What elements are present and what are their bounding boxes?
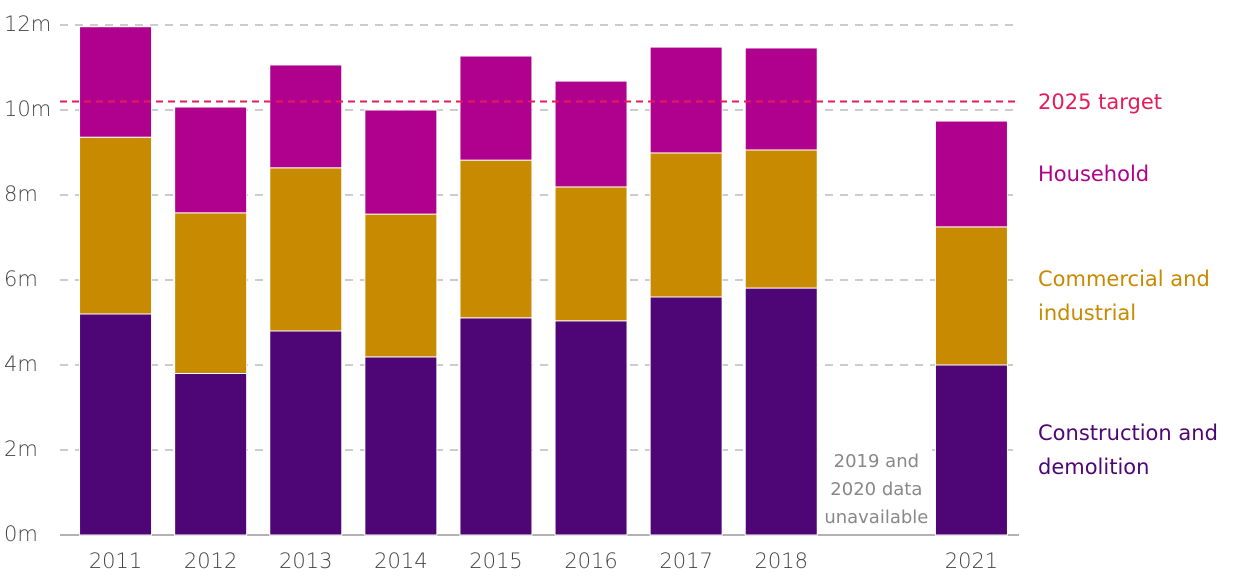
x-tick-label: 2013 (279, 549, 332, 573)
y-tick-label: 4m (4, 352, 38, 376)
bar-segment (174, 212, 248, 374)
bar-segment (269, 167, 343, 332)
annotation: 2019 and 2020 data unavailable (820, 448, 933, 532)
bar-segment (364, 109, 438, 215)
bar-segment (79, 313, 153, 536)
x-tick-label: 2012 (184, 549, 237, 573)
bar-segment (269, 64, 343, 169)
legend-label: Commercial and industrial (1038, 266, 1210, 325)
x-tick-label: 2014 (374, 549, 427, 573)
x-tick-label: 2015 (469, 549, 522, 573)
bar-segment (744, 149, 818, 289)
x-tick-label: 2021 (945, 549, 998, 573)
bar-segment (649, 46, 723, 154)
x-tick-label: 2011 (89, 549, 142, 573)
bar-segment (174, 106, 248, 214)
bar-segment (934, 364, 1008, 536)
bar-segment (554, 80, 628, 188)
bar-segment (649, 152, 723, 298)
legend-label: Household (1038, 161, 1150, 186)
bar-segment (934, 120, 1008, 228)
bar-segment (174, 373, 248, 536)
y-tick-label: 0m (4, 522, 38, 546)
y-tick-label: 8m (4, 182, 38, 206)
bar-segment (744, 47, 818, 151)
bar-segment (649, 296, 723, 536)
y-tick-label: 12m (4, 12, 51, 36)
bar-segment (744, 287, 818, 536)
bar-segment (269, 330, 343, 536)
y-tick-label: 2m (4, 437, 38, 461)
x-tick-label: 2016 (564, 549, 617, 573)
y-tick-label: 10m (4, 97, 51, 121)
bar-segment (459, 317, 533, 536)
bar-segment (554, 186, 628, 322)
bar-segment (459, 159, 533, 319)
y-tick-label: 6m (4, 267, 38, 291)
bar-segment (364, 213, 438, 358)
x-tick-label: 2017 (659, 549, 712, 573)
bar-segment (934, 226, 1008, 366)
bar-segment (79, 26, 153, 138)
x-tick-label: 2018 (755, 549, 808, 573)
target-label: 2025 target (1038, 89, 1162, 114)
bar-segment (364, 356, 438, 536)
bar-segment (79, 136, 153, 315)
bar-segment (459, 55, 533, 161)
bar-segment (554, 320, 628, 536)
legend-label: Construction and demolition (1038, 421, 1218, 479)
